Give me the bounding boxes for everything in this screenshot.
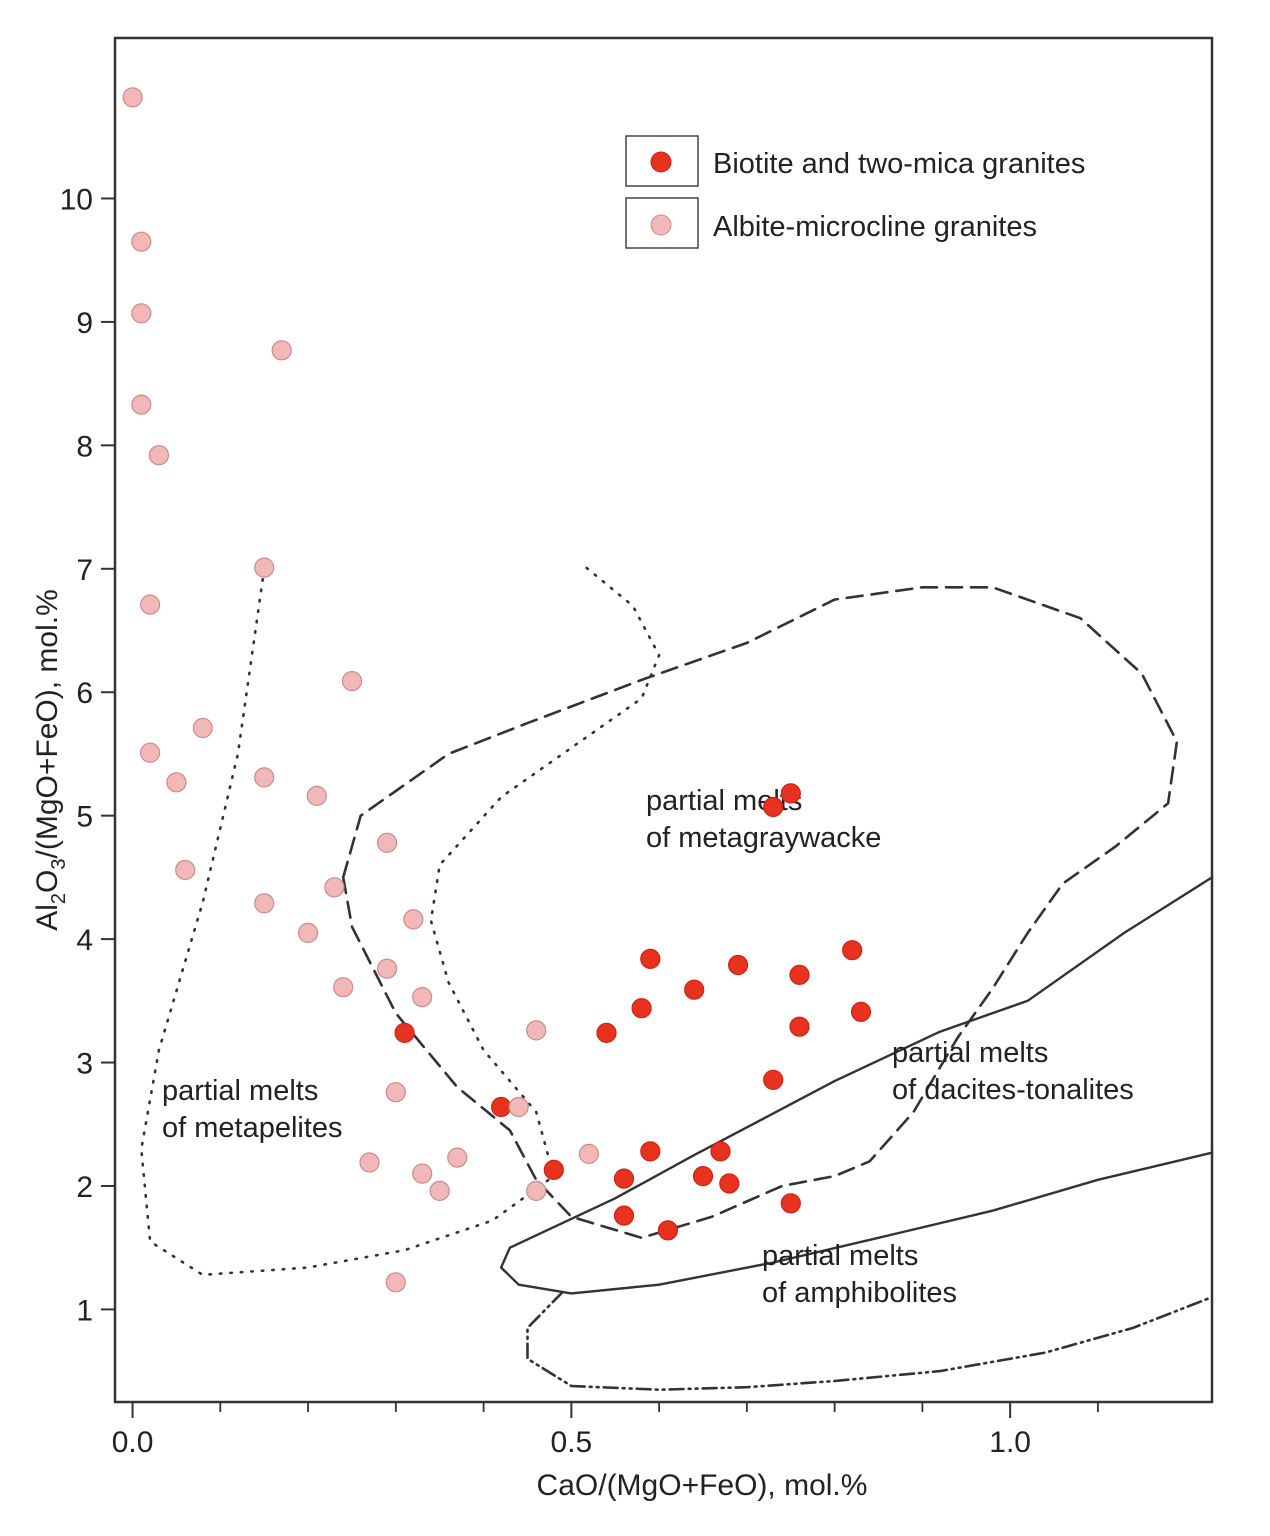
- y-tick-label-4: 4: [76, 924, 93, 957]
- point-albite-26: [359, 1152, 380, 1173]
- point-albite-30: [429, 1180, 450, 1202]
- point-albite-6: [254, 557, 275, 578]
- legend: Biotite and two-mica granites Albite-mic…: [625, 135, 1085, 249]
- point-biotite-20: [613, 1205, 635, 1226]
- point-albite-21: [333, 977, 354, 998]
- point-albite-27: [447, 1147, 468, 1168]
- point-biotite-11: [596, 1022, 617, 1044]
- point-biotite-2: [640, 948, 661, 970]
- point-albite-9: [192, 717, 213, 739]
- point-albite-23: [526, 1020, 547, 1041]
- axes-layer: 1 2 3 4 5 6 7 8 9 10 0.0 0.5 1.0: [60, 183, 1099, 1459]
- point-albite-14: [377, 832, 398, 853]
- point-biotite-13: [491, 1096, 512, 1118]
- y-tick-label-1: 1: [76, 1294, 93, 1327]
- point-biotite-0: [763, 796, 784, 818]
- point-albite-2: [131, 303, 152, 324]
- x-tick-label-0: 0.0: [112, 1426, 154, 1459]
- point-biotite-15: [710, 1141, 731, 1162]
- point-albite-13: [306, 785, 327, 807]
- point-albite-10: [140, 742, 161, 763]
- point-biotite-17: [613, 1168, 635, 1189]
- point-albite-29: [412, 1163, 433, 1184]
- point-albite-16: [324, 877, 345, 898]
- x-tick-label-2: 1.0: [989, 1426, 1031, 1459]
- point-biotite-8: [850, 1001, 872, 1023]
- y-title-sub-2: 2: [48, 893, 70, 904]
- point-biotite-12: [763, 1069, 784, 1090]
- field-label-2-line-1: of dacites-tonalites: [892, 1074, 1134, 1106]
- y-tick-label-5: 5: [76, 801, 93, 834]
- point-albite-5: [148, 445, 169, 466]
- legend-marker-albite: [650, 214, 672, 236]
- y-tick-label-10: 10: [60, 183, 93, 216]
- x-tick-label-1: 0.5: [550, 1426, 592, 1459]
- y-tick-label-3: 3: [76, 1048, 93, 1081]
- point-biotite-19: [719, 1173, 740, 1194]
- point-biotite-7: [631, 998, 652, 1019]
- point-albite-4: [271, 340, 292, 361]
- point-biotite-14: [640, 1141, 661, 1162]
- legend-marker-biotite: [650, 151, 672, 173]
- y-title-sub-3: 3: [48, 858, 70, 869]
- y-tick-label-7: 7: [76, 554, 93, 587]
- point-biotite-6: [684, 979, 705, 1000]
- point-albite-7: [140, 594, 161, 615]
- y-tick-label-6: 6: [76, 677, 93, 710]
- point-albite-24: [385, 1082, 406, 1103]
- legend-label-biotite: Biotite and two-mica granites: [713, 148, 1085, 180]
- x-axis-title: CaO/(MgO+FeO), mol.%: [537, 1469, 868, 1502]
- point-biotite-21: [780, 1193, 801, 1214]
- field-outline-2: [499, 876, 1214, 1295]
- point-albite-20: [377, 958, 398, 979]
- point-albite-25: [508, 1096, 529, 1118]
- point-albite-12: [254, 767, 275, 788]
- field-outline-0: [140, 561, 661, 1277]
- point-biotite-1: [780, 783, 801, 804]
- points-layer: [122, 87, 872, 1293]
- y-tick-label-9: 9: [76, 307, 93, 340]
- field-label-0-line-0: partial melts: [162, 1075, 318, 1107]
- field-label-2: partial melts of dacites-tonalites: [892, 1037, 1134, 1106]
- legend-label-albite: Albite-microcline granites: [713, 211, 1037, 243]
- point-albite-32: [385, 1272, 406, 1293]
- point-albite-28: [578, 1143, 600, 1165]
- point-biotite-4: [842, 940, 863, 961]
- point-biotite-9: [789, 1016, 810, 1037]
- point-albite-19: [298, 922, 319, 944]
- point-albite-8: [341, 670, 363, 692]
- point-biotite-16: [543, 1159, 564, 1181]
- point-biotite-3: [727, 954, 749, 976]
- point-albite-17: [254, 893, 275, 914]
- point-biotite-22: [657, 1220, 679, 1241]
- field-label-3: partial melts of amphibolites: [762, 1240, 957, 1309]
- field-label-1-line-1: of metagraywacke: [646, 822, 881, 854]
- point-albite-18: [403, 909, 424, 930]
- y-tick-label-8: 8: [76, 430, 93, 463]
- field-label-3-line-0: partial melts: [762, 1240, 918, 1272]
- point-biotite-10: [394, 1022, 415, 1044]
- point-albite-3: [131, 394, 152, 415]
- y-title-al: Al: [31, 904, 64, 931]
- field-label-0-line-1: of metapelites: [162, 1112, 343, 1144]
- point-biotite-18: [692, 1165, 714, 1187]
- field-label-2-line-0: partial melts: [892, 1037, 1048, 1069]
- point-albite-22: [412, 986, 433, 1008]
- field-label-0: partial melts of metapelites: [162, 1075, 343, 1144]
- y-axis-title: Al2O3/(MgO+FeO), mol.%: [31, 589, 70, 931]
- point-albite-0: [122, 87, 143, 108]
- y-tick-label-2: 2: [76, 1171, 93, 1204]
- y-title-o: O: [31, 870, 64, 893]
- plot-frame: [113, 36, 1214, 1404]
- y-title-rest: /(MgO+FeO), mol.%: [31, 589, 64, 858]
- field-label-3-line-1: of amphibolites: [762, 1277, 957, 1309]
- point-albite-31: [526, 1180, 547, 1202]
- point-albite-11: [166, 772, 187, 793]
- point-albite-1: [131, 231, 152, 252]
- field-outline-3: [526, 1290, 1214, 1391]
- point-biotite-5: [789, 964, 810, 986]
- point-albite-15: [175, 859, 196, 881]
